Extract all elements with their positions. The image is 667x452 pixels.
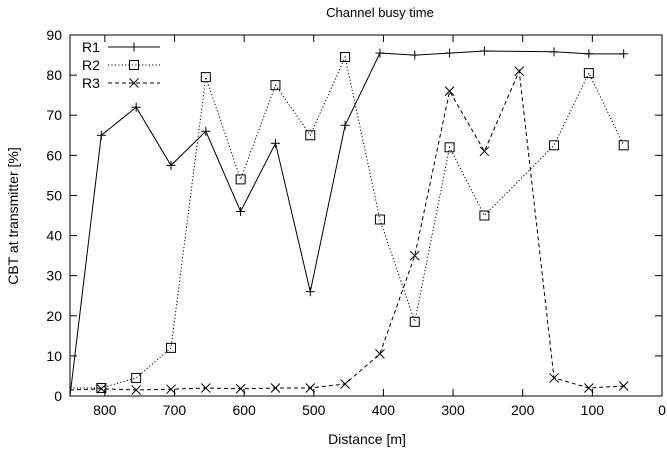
data-point-r2 — [409, 316, 420, 327]
x-tick-label: 300 — [441, 402, 465, 418]
data-point-r3 — [340, 379, 350, 389]
data-point-r1 — [305, 287, 315, 297]
legend-marker-r3-d2 — [129, 78, 139, 88]
data-point-r3-d2 — [340, 379, 350, 389]
x-tick-label: 600 — [232, 402, 256, 418]
data-point-r2 — [165, 342, 176, 353]
data-point-r3 — [584, 383, 594, 393]
x-tick-label: 400 — [372, 402, 396, 418]
x-tick-label: 200 — [511, 402, 535, 418]
x-tick-label: 100 — [581, 402, 605, 418]
x-tick-label: 700 — [163, 402, 187, 418]
data-point-r2 — [131, 372, 142, 383]
data-point-r1 — [340, 120, 350, 130]
data-point-r2 — [340, 52, 351, 63]
data-point-r1 — [619, 49, 629, 59]
x-tick-label: 800 — [93, 402, 117, 418]
legend-marker-r3 — [129, 78, 139, 88]
x-tick-label: 500 — [302, 402, 326, 418]
data-point-r3 — [549, 373, 559, 383]
data-point-r3 — [166, 384, 176, 395]
y-tick-label: 90 — [46, 27, 62, 43]
legend-label-r2: R2 — [82, 57, 100, 73]
data-point-r1 — [166, 160, 176, 170]
data-point-r3 — [235, 383, 246, 394]
y-tick-label: 0 — [54, 388, 62, 404]
data-point-r3 — [96, 383, 107, 394]
data-point-r3-d2 — [166, 384, 176, 395]
data-point-r2 — [618, 140, 629, 151]
y-tick-label: 40 — [46, 228, 62, 244]
data-point-r1 — [236, 206, 246, 216]
data-point-r3 — [514, 66, 525, 76]
data-point-r3 — [270, 383, 281, 393]
data-point-r3-d2 — [444, 86, 455, 97]
data-point-r1 — [270, 138, 280, 148]
data-point-r2 — [444, 142, 455, 153]
y-tick-label: 60 — [46, 147, 62, 163]
data-point-r1 — [96, 130, 106, 140]
data-point-r1 — [375, 48, 385, 58]
series-line-r1 — [69, 50, 624, 397]
series-line-r2 — [70, 55, 625, 389]
data-point-r3-d2 — [514, 66, 525, 76]
y-tick-label: 70 — [46, 107, 62, 123]
data-point-r3-d2 — [200, 383, 211, 393]
data-point-r2 — [200, 72, 211, 83]
data-point-r3-d2 — [131, 385, 142, 395]
y-tick-label: 10 — [46, 348, 62, 364]
legend-label-r3: R3 — [82, 75, 100, 91]
data-point-r2 — [96, 382, 107, 393]
data-point-r3 — [618, 381, 629, 391]
data-point-r1 — [131, 102, 141, 112]
data-point-r1 — [479, 46, 489, 56]
plot-area: 0 10 20 30 40 50 60 70 80 90 800 700 600 500 400 300 200… — [46, 27, 666, 418]
y-tick-label: 80 — [46, 67, 62, 83]
data-point-r3 — [375, 349, 385, 359]
data-point-r2 — [235, 174, 246, 185]
data-point-r3 — [305, 383, 316, 393]
data-point-r2 — [374, 214, 385, 225]
y-tick-label: 30 — [46, 268, 62, 284]
data-point-r2 — [270, 80, 281, 91]
x-axis-label: Distance [m] — [328, 431, 406, 447]
data-point-r2 — [583, 68, 594, 79]
data-point-r3 — [409, 250, 420, 261]
data-point-r3-d2 — [479, 146, 490, 157]
legend-marker-r1 — [129, 42, 139, 52]
plot-frame — [69, 34, 663, 397]
y-axis-label: CBT at transmitter [%] — [5, 147, 21, 284]
y-tick-label: 50 — [46, 187, 62, 203]
data-point-r3-d2 — [618, 381, 629, 391]
data-point-r1 — [410, 50, 420, 60]
data-point-r2 — [549, 140, 560, 151]
chart-title: Channel busy time — [326, 5, 434, 20]
legend-label-r1: R1 — [82, 39, 100, 55]
data-point-r1 — [201, 126, 211, 136]
data-point-r1 — [549, 47, 559, 57]
data-point-r3-d2 — [409, 250, 420, 261]
legend-marker-r2 — [129, 60, 139, 70]
data-point-r3-d2 — [96, 383, 107, 394]
data-point-r2 — [479, 210, 490, 221]
data-point-r2 — [305, 130, 316, 141]
data-point-r3 — [444, 86, 455, 97]
data-point-r3 — [200, 383, 211, 393]
data-point-r3 — [479, 146, 490, 157]
data-point-r3-d2 — [584, 383, 594, 393]
y-tick-label: 20 — [46, 308, 62, 324]
x-tick-label: 0 — [658, 402, 666, 418]
data-point-r3-d2 — [375, 349, 385, 359]
data-point-r1 — [584, 49, 594, 59]
data-point-r3-d2 — [270, 383, 281, 393]
data-point-r3-d2 — [305, 383, 316, 393]
data-point-r3-d2 — [235, 383, 246, 394]
data-point-r3-d2 — [549, 373, 559, 383]
data-point-r3 — [131, 385, 142, 395]
series-line-r3 — [69, 69, 624, 391]
data-point-r1 — [445, 48, 455, 58]
